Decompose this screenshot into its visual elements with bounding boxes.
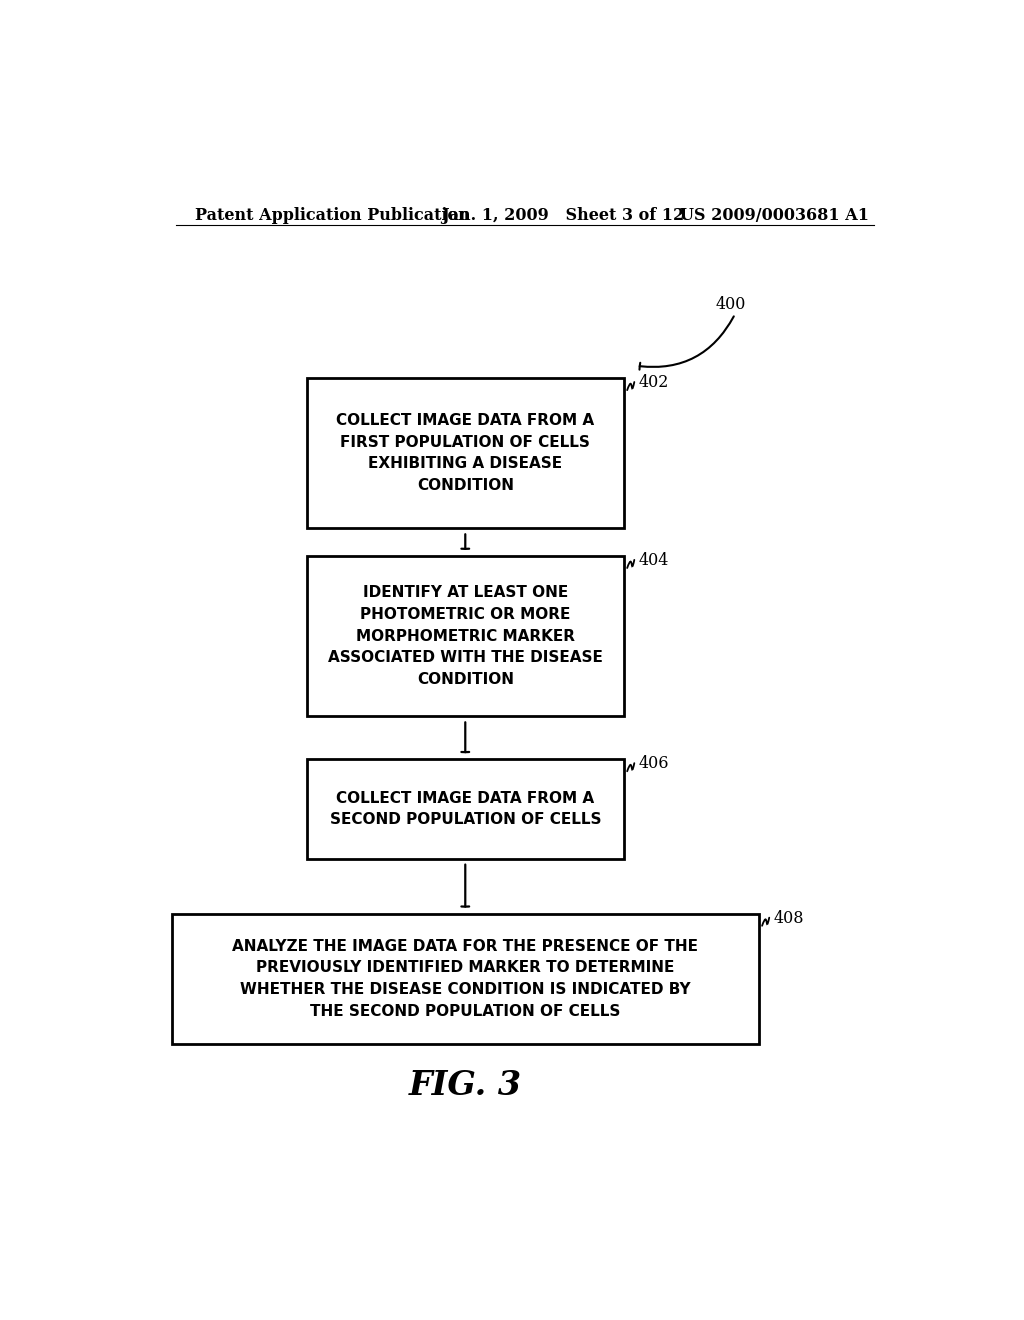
FancyBboxPatch shape: [306, 556, 624, 717]
Text: IDENTIFY AT LEAST ONE
PHOTOMETRIC OR MORE
MORPHOMETRIC MARKER
ASSOCIATED WITH TH: IDENTIFY AT LEAST ONE PHOTOMETRIC OR MOR…: [328, 585, 603, 686]
Text: Patent Application Publication: Patent Application Publication: [196, 207, 470, 224]
FancyBboxPatch shape: [306, 378, 624, 528]
Text: 402: 402: [638, 374, 669, 391]
Text: COLLECT IMAGE DATA FROM A
SECOND POPULATION OF CELLS: COLLECT IMAGE DATA FROM A SECOND POPULAT…: [330, 791, 601, 828]
Text: FIG. 3: FIG. 3: [409, 1069, 522, 1102]
Text: Jan. 1, 2009   Sheet 3 of 12: Jan. 1, 2009 Sheet 3 of 12: [441, 207, 685, 224]
Text: 408: 408: [773, 909, 804, 927]
Text: 406: 406: [638, 755, 669, 772]
Text: 400: 400: [715, 296, 745, 313]
Text: US 2009/0003681 A1: US 2009/0003681 A1: [680, 207, 868, 224]
Text: 404: 404: [638, 552, 669, 569]
FancyBboxPatch shape: [172, 913, 759, 1044]
Text: ANALYZE THE IMAGE DATA FOR THE PRESENCE OF THE
PREVIOUSLY IDENTIFIED MARKER TO D: ANALYZE THE IMAGE DATA FOR THE PRESENCE …: [232, 939, 698, 1019]
FancyBboxPatch shape: [306, 759, 624, 859]
Text: COLLECT IMAGE DATA FROM A
FIRST POPULATION OF CELLS
EXHIBITING A DISEASE
CONDITI: COLLECT IMAGE DATA FROM A FIRST POPULATI…: [336, 413, 594, 494]
